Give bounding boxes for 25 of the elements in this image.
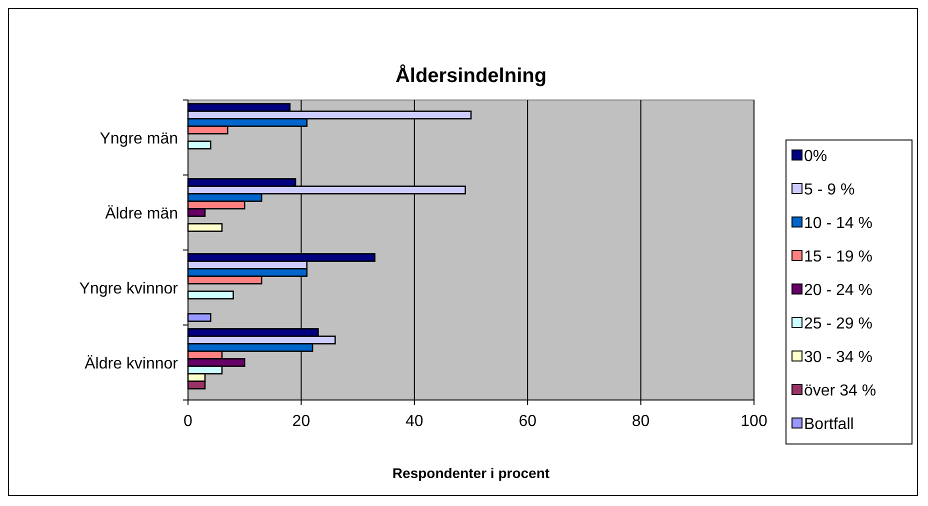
- chart-title: Åldersindelning: [395, 64, 547, 87]
- legend-label: 15 - 19 %: [804, 248, 872, 266]
- legend-label: 0%: [804, 148, 828, 165]
- legend-label: 30 - 34 %: [804, 349, 872, 366]
- bar: [187, 313, 212, 322]
- legend-label: 10 - 14 %: [804, 215, 872, 232]
- y-tick-label: Yngre kvinnor: [79, 280, 179, 298]
- x-tick-label: 20: [292, 413, 310, 430]
- x-tick-label: 80: [632, 413, 650, 430]
- legend-label: Bortfall: [804, 416, 854, 433]
- x-tick-label: 40: [406, 413, 424, 430]
- y-tick-label: Yngre män: [100, 130, 178, 148]
- y-tick-label: Äldre män: [105, 204, 178, 222]
- y-tick-label: Äldre kvinnor: [84, 354, 179, 372]
- x-axis-title: Respondenter i procent: [392, 465, 550, 481]
- legend-label: 20 - 24 %: [804, 282, 872, 299]
- legend-label: 25 - 29 %: [804, 316, 872, 332]
- bar: [187, 290, 234, 300]
- bar: [187, 223, 223, 232]
- legend-label: över 34 %: [804, 382, 876, 400]
- x-tick-label: 100: [740, 413, 768, 430]
- bar: [187, 140, 212, 150]
- x-tick-label: 0: [184, 413, 193, 430]
- x-tick-label: 60: [518, 413, 537, 430]
- legend-label: 5 - 9 %: [804, 182, 855, 198]
